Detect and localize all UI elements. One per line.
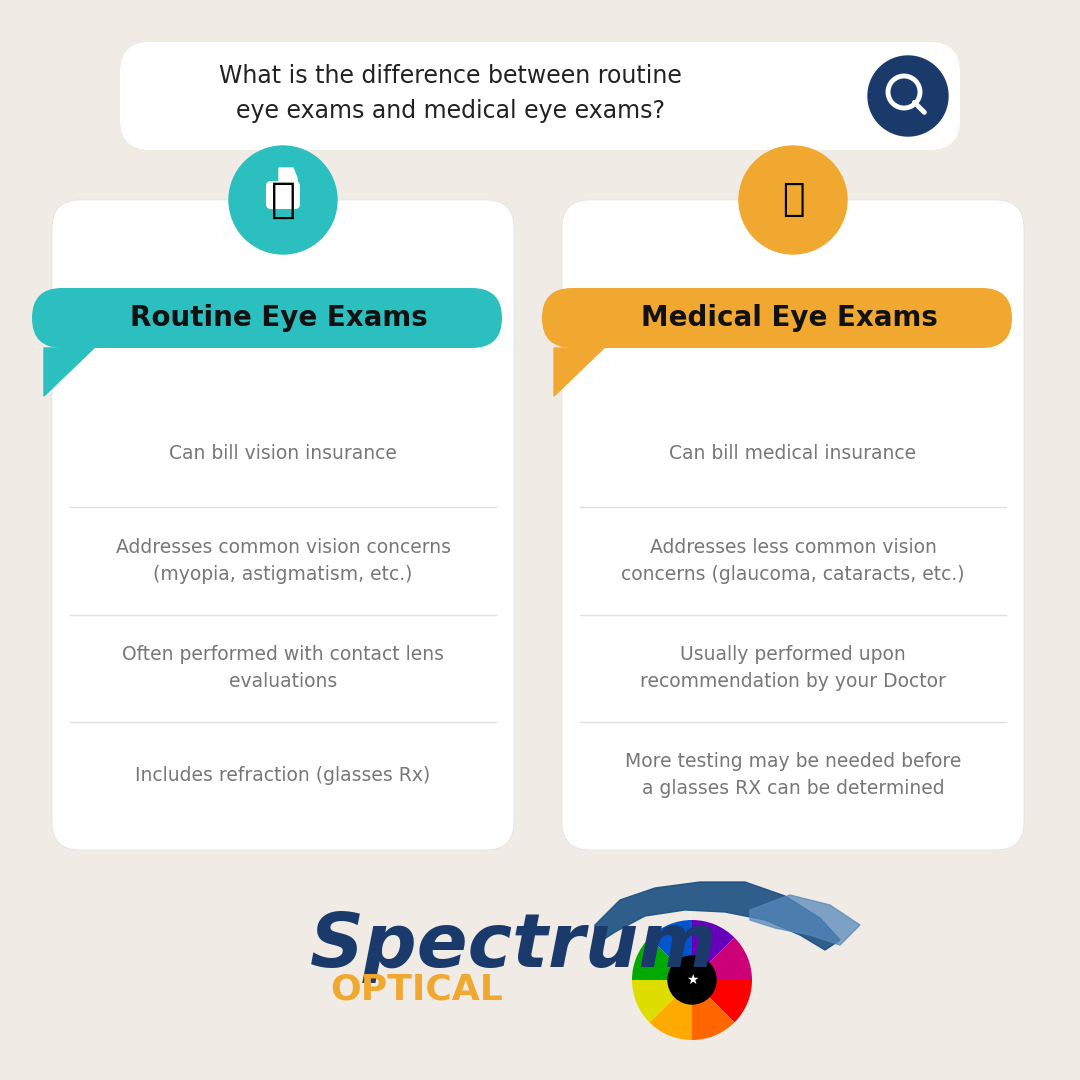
Wedge shape: [649, 980, 692, 1040]
Text: What is the difference between routine
eye exams and medical eye exams?: What is the difference between routine e…: [218, 64, 681, 123]
Text: Addresses common vision concerns
(myopia, astigmatism, etc.): Addresses common vision concerns (myopia…: [116, 538, 450, 584]
Wedge shape: [632, 937, 692, 980]
Wedge shape: [692, 937, 752, 980]
Text: Routine Eye Exams: Routine Eye Exams: [130, 303, 428, 332]
Circle shape: [669, 956, 716, 1004]
Text: More testing may be needed before
a glasses RX can be determined: More testing may be needed before a glas…: [625, 753, 961, 798]
Wedge shape: [692, 980, 734, 1040]
Text: 📋: 📋: [782, 183, 805, 218]
Circle shape: [739, 146, 847, 254]
Text: Often performed with contact lens
evaluations: Often performed with contact lens evalua…: [122, 645, 444, 691]
FancyBboxPatch shape: [52, 200, 514, 850]
Text: OPTICAL: OPTICAL: [330, 972, 503, 1005]
Circle shape: [229, 146, 337, 254]
Circle shape: [868, 56, 948, 136]
FancyBboxPatch shape: [120, 42, 960, 150]
Polygon shape: [279, 168, 297, 184]
Text: Can bill vision insurance: Can bill vision insurance: [170, 444, 397, 463]
FancyBboxPatch shape: [32, 288, 502, 348]
Polygon shape: [595, 882, 840, 950]
Polygon shape: [554, 348, 604, 396]
Text: Medical Eye Exams: Medical Eye Exams: [640, 303, 937, 332]
Text: Usually performed upon
recommendation by your Doctor: Usually performed upon recommendation by…: [640, 645, 946, 691]
Text: Can bill medical insurance: Can bill medical insurance: [670, 444, 917, 463]
Polygon shape: [750, 895, 860, 945]
Text: Addresses less common vision
concerns (glaucoma, cataracts, etc.): Addresses less common vision concerns (g…: [621, 538, 964, 584]
Wedge shape: [632, 980, 692, 1023]
Text: Includes refraction (glasses Rx): Includes refraction (glasses Rx): [135, 766, 431, 785]
Wedge shape: [649, 920, 692, 980]
FancyBboxPatch shape: [266, 181, 300, 210]
Polygon shape: [44, 348, 94, 396]
Text: ★: ★: [686, 973, 699, 987]
Wedge shape: [692, 920, 734, 980]
Text: 👍: 👍: [270, 179, 296, 221]
FancyBboxPatch shape: [542, 288, 1012, 348]
FancyBboxPatch shape: [562, 200, 1024, 850]
Wedge shape: [692, 980, 752, 1023]
Text: Spectrum: Spectrum: [310, 910, 717, 983]
